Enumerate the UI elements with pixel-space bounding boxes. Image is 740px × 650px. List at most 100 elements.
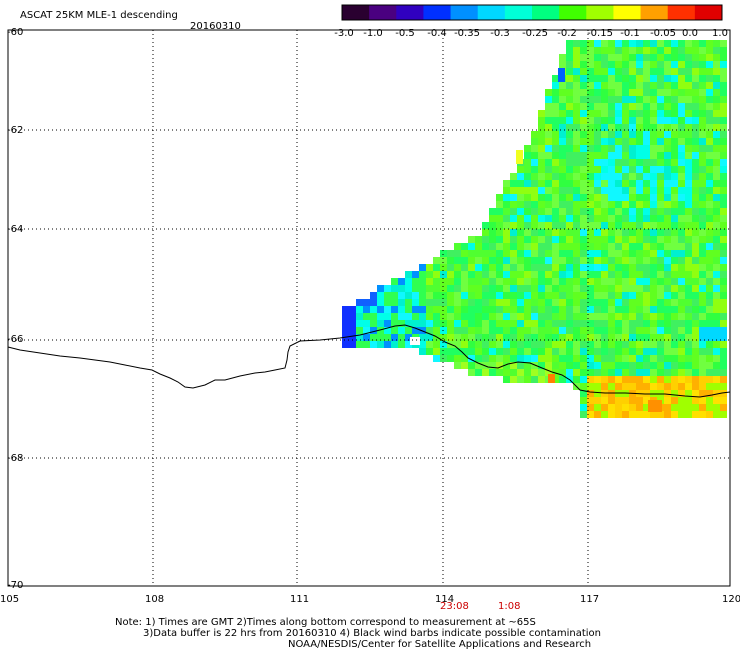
swath-pixel xyxy=(713,152,720,159)
swath-pixel xyxy=(398,306,405,313)
swath-pixel xyxy=(657,110,664,117)
swath-pixel xyxy=(580,152,587,159)
swath-pixel xyxy=(510,236,517,243)
swath-pixel xyxy=(671,173,678,180)
swath-pixel xyxy=(601,187,608,194)
swath-pixel xyxy=(538,201,545,208)
swath-pixel xyxy=(671,313,678,320)
swath-pixel xyxy=(573,264,580,271)
swath-pixel xyxy=(664,404,671,411)
swath-pixel xyxy=(608,383,615,390)
swath-pixel xyxy=(650,243,657,250)
swath-pixel xyxy=(608,250,615,257)
swath-pixel xyxy=(678,40,685,47)
swath-pixel xyxy=(699,47,706,54)
swath-pixel xyxy=(566,236,573,243)
swath-pixel xyxy=(517,376,524,383)
swath-pixel xyxy=(482,222,489,229)
swath-pixel xyxy=(664,131,671,138)
swath-pixel xyxy=(706,96,713,103)
swath-pixel xyxy=(468,327,475,334)
swath-pixel xyxy=(552,299,559,306)
swath-pixel xyxy=(566,194,573,201)
swath-pixel xyxy=(573,306,580,313)
swath-pixel xyxy=(685,390,692,397)
swath-pixel xyxy=(433,320,440,327)
swath-pixel xyxy=(650,40,657,47)
swath-pixel xyxy=(629,82,636,89)
swath-pixel xyxy=(538,187,545,194)
swath-pixel xyxy=(496,355,503,362)
swath-pixel xyxy=(643,278,650,285)
swath-pixel xyxy=(622,369,629,376)
swath-pixel xyxy=(587,117,594,124)
swath-pixel xyxy=(482,250,489,257)
swath-pixel xyxy=(356,341,363,348)
swath-pixel xyxy=(545,117,552,124)
swath-pixel xyxy=(615,320,622,327)
swath-pixel xyxy=(622,243,629,250)
swath-pixel xyxy=(685,383,692,390)
swath-pixel xyxy=(699,222,706,229)
swath-pixel xyxy=(664,264,671,271)
swath-pixel xyxy=(531,222,538,229)
swath-pixel xyxy=(587,173,594,180)
swath-pixel xyxy=(629,278,636,285)
swath-pixel xyxy=(524,369,531,376)
swath-pixel xyxy=(650,292,657,299)
swath-pixel xyxy=(601,397,608,404)
swath-pixel xyxy=(671,327,678,334)
swath-pixel xyxy=(538,264,545,271)
swath-pixel xyxy=(706,327,713,334)
swath-pixel xyxy=(580,390,587,397)
swath-pixel xyxy=(692,103,699,110)
swath-pixel xyxy=(720,75,727,82)
swath-pixel xyxy=(608,397,615,404)
swath-pixel xyxy=(636,411,643,418)
swath-pixel xyxy=(608,355,615,362)
swath-pixel xyxy=(699,187,706,194)
swath-pixel xyxy=(671,201,678,208)
swath-pixel xyxy=(685,159,692,166)
swath-pixel xyxy=(503,299,510,306)
swath-pixel xyxy=(594,229,601,236)
swath-pixel xyxy=(552,194,559,201)
swath-pixel xyxy=(699,110,706,117)
swath-pixel xyxy=(650,173,657,180)
swath-pixel xyxy=(524,292,531,299)
swath-pixel xyxy=(608,96,615,103)
swath-pixel xyxy=(545,264,552,271)
swath-pixel xyxy=(699,348,706,355)
swath-pixel xyxy=(377,334,384,341)
swath-pixel xyxy=(587,222,594,229)
swath-pixel xyxy=(657,271,664,278)
swath-pixel xyxy=(580,355,587,362)
swath-pixel xyxy=(559,215,566,222)
swath-pixel xyxy=(517,369,524,376)
swath-pixel xyxy=(594,348,601,355)
swath-pixel xyxy=(657,40,664,47)
swath-pixel xyxy=(650,159,657,166)
swath-pixel xyxy=(713,180,720,187)
swath-pixel xyxy=(685,327,692,334)
swath-pixel xyxy=(349,306,356,313)
swath-pixel xyxy=(559,278,566,285)
colorbar-swatch xyxy=(640,5,669,20)
swath-pixel xyxy=(545,222,552,229)
swath-pixel xyxy=(678,369,685,376)
swath-pixel xyxy=(699,61,706,68)
swath-pixel xyxy=(482,243,489,250)
swath-pixel xyxy=(657,103,664,110)
swath-pixel xyxy=(685,236,692,243)
swath-pixel xyxy=(545,208,552,215)
swath-pixel xyxy=(608,47,615,54)
swath-pixel xyxy=(608,145,615,152)
swath-pixel xyxy=(559,362,566,369)
swath-pixel xyxy=(524,152,531,159)
swath-pixel xyxy=(629,40,636,47)
swath-pixel xyxy=(594,180,601,187)
swath-pixel xyxy=(671,215,678,222)
swath-pixel xyxy=(622,299,629,306)
swath-pixel xyxy=(545,306,552,313)
swath-pixel xyxy=(482,348,489,355)
